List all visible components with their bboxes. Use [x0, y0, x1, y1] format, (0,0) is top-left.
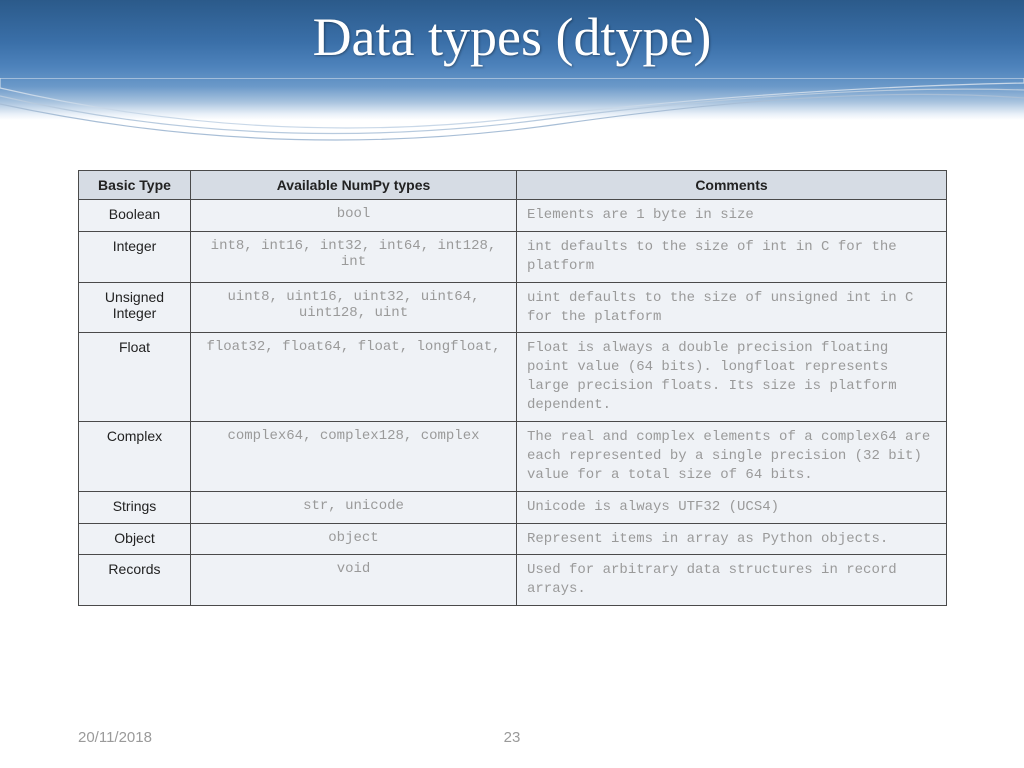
- col-header-types: Available NumPy types: [191, 171, 517, 200]
- cell-comments: uint defaults to the size of unsigned in…: [517, 282, 947, 333]
- col-header-comments: Comments: [517, 171, 947, 200]
- cell-comments: The real and complex elements of a compl…: [517, 422, 947, 492]
- col-header-basic: Basic Type: [79, 171, 191, 200]
- table-header-row: Basic Type Available NumPy types Comment…: [79, 171, 947, 200]
- cell-comments: Float is always a double precision float…: [517, 333, 947, 422]
- cell-basic: Records: [79, 555, 191, 606]
- cell-comments: Elements are 1 byte in size: [517, 200, 947, 232]
- cell-basic: Unsigned Integer: [79, 282, 191, 333]
- cell-types: object: [191, 523, 517, 555]
- cell-types: uint8, uint16, uint32, uint64, uint128, …: [191, 282, 517, 333]
- table-row: Object object Represent items in array a…: [79, 523, 947, 555]
- cell-types: str, unicode: [191, 491, 517, 523]
- slide-title: Data types (dtype): [0, 6, 1024, 68]
- cell-basic: Float: [79, 333, 191, 422]
- cell-types: bool: [191, 200, 517, 232]
- table-row: Boolean bool Elements are 1 byte in size: [79, 200, 947, 232]
- table-body: Boolean bool Elements are 1 byte in size…: [79, 200, 947, 606]
- cell-basic: Strings: [79, 491, 191, 523]
- cell-comments: Unicode is always UTF32 (UCS4): [517, 491, 947, 523]
- table-row: Integer int8, int16, int32, int64, int12…: [79, 231, 947, 282]
- dtype-table-wrap: Basic Type Available NumPy types Comment…: [78, 170, 946, 606]
- dtype-table: Basic Type Available NumPy types Comment…: [78, 170, 947, 606]
- cell-comments: Represent items in array as Python objec…: [517, 523, 947, 555]
- cell-basic: Object: [79, 523, 191, 555]
- cell-types: float32, float64, float, longfloat,: [191, 333, 517, 422]
- cell-types: int8, int16, int32, int64, int128, int: [191, 231, 517, 282]
- cell-types: complex64, complex128, complex: [191, 422, 517, 492]
- header-curve: [0, 78, 1024, 148]
- table-row: Records void Used for arbitrary data str…: [79, 555, 947, 606]
- slide: Data types (dtype) Basic Type Available …: [0, 0, 1024, 768]
- cell-basic: Complex: [79, 422, 191, 492]
- footer-page-number: 23: [0, 729, 1024, 746]
- cell-basic: Integer: [79, 231, 191, 282]
- cell-types: void: [191, 555, 517, 606]
- cell-comments: int defaults to the size of int in C for…: [517, 231, 947, 282]
- table-row: Float float32, float64, float, longfloat…: [79, 333, 947, 422]
- table-row: Complex complex64, complex128, complex T…: [79, 422, 947, 492]
- table-row: Strings str, unicode Unicode is always U…: [79, 491, 947, 523]
- cell-comments: Used for arbitrary data structures in re…: [517, 555, 947, 606]
- table-row: Unsigned Integer uint8, uint16, uint32, …: [79, 282, 947, 333]
- cell-basic: Boolean: [79, 200, 191, 232]
